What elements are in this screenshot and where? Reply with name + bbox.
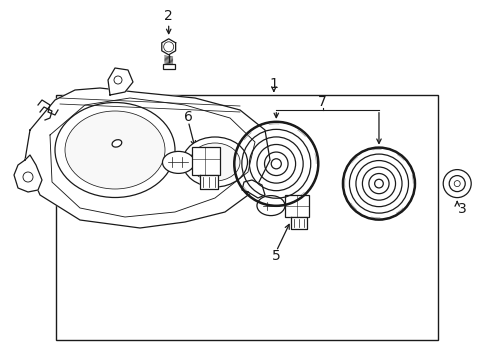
- Ellipse shape: [55, 103, 175, 198]
- Text: 7: 7: [318, 95, 326, 108]
- Bar: [56, 95, 437, 340]
- Circle shape: [442, 170, 470, 198]
- Text: 6: 6: [183, 110, 192, 124]
- Polygon shape: [162, 39, 175, 55]
- Polygon shape: [25, 88, 269, 228]
- Ellipse shape: [256, 195, 285, 216]
- Bar: [163, 64, 174, 69]
- Circle shape: [448, 176, 464, 192]
- Text: 5: 5: [271, 249, 280, 262]
- Text: 2: 2: [164, 9, 173, 23]
- Circle shape: [114, 76, 122, 84]
- Circle shape: [163, 42, 173, 52]
- Circle shape: [23, 172, 33, 182]
- Bar: [192, 147, 220, 175]
- Text: 1: 1: [269, 77, 278, 90]
- Ellipse shape: [65, 111, 164, 189]
- Ellipse shape: [112, 140, 122, 147]
- Polygon shape: [200, 175, 218, 189]
- Ellipse shape: [162, 152, 194, 174]
- Circle shape: [453, 181, 459, 186]
- Text: 3: 3: [457, 202, 466, 216]
- Polygon shape: [108, 68, 133, 95]
- Polygon shape: [14, 155, 42, 192]
- Ellipse shape: [190, 143, 240, 181]
- Bar: [285, 195, 308, 217]
- Ellipse shape: [182, 137, 247, 187]
- Polygon shape: [290, 217, 306, 229]
- Text: 4: 4: [110, 110, 119, 124]
- Polygon shape: [242, 180, 264, 198]
